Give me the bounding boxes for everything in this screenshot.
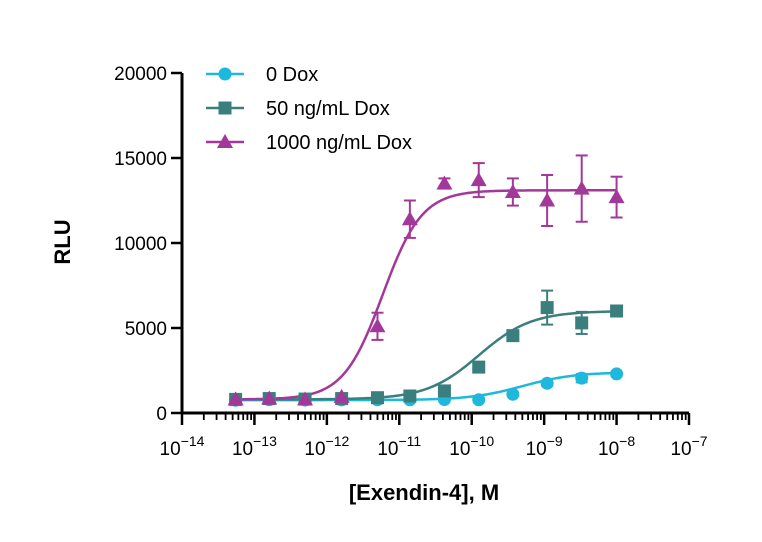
marker-triangle [504,184,521,198]
legend-label: 50 ng/mL Dox [266,98,390,120]
x-tick-label: 10−9 [526,433,563,460]
y-tick-label: 20000 [114,64,167,85]
marker-triangle [470,172,487,187]
legend: 0 Dox 50 ng/mL Dox 1000 ng/mL Dox [206,64,412,154]
marker-triangle [227,391,244,406]
legend-label: 0 Dox [266,64,318,86]
marker-square [575,316,589,330]
marker-triangle [436,175,453,190]
marker-square [540,301,554,315]
marker-circle [506,387,520,401]
y-axis-title: RLU [50,219,75,264]
axes: 0 5000 10000 15000 20000 10−14 10−13 10−12 10−11… [114,64,708,460]
marker-triangle [217,134,233,148]
y-tick-label: 5000 [125,319,167,340]
x-tick-label: 10−14 [160,433,205,460]
marker-square [437,384,451,398]
marker-square [506,329,520,343]
x-tick-label: 10−8 [598,433,635,460]
x-tick-label: 10−10 [449,433,494,460]
marker-triangle [573,180,590,195]
fit-curves [235,189,617,402]
marker-circle [610,367,624,381]
legend-label: 1000 ng/mL Dox [266,132,412,154]
marker-circle [218,67,232,81]
x-tick-label: 10−7 [670,433,707,460]
marker-square [610,304,624,318]
marker-circle [540,376,554,390]
marker-triangle [608,189,625,204]
y-tick-label: 15000 [114,149,167,170]
y-tick-label: 10000 [114,234,167,255]
y-tick-label: 0 [156,404,167,425]
fit-curve [235,310,617,401]
data-points [227,154,625,407]
marker-square [218,101,232,115]
fit-curve [235,189,617,401]
x-tick-label: 10−12 [304,433,349,460]
marker-triangle [297,391,314,406]
x-tick-label: 10−13 [232,433,277,460]
marker-triangle [539,192,556,207]
marker-square [472,360,486,374]
marker-triangle [401,211,418,226]
marker-triangle [333,388,350,403]
marker-circle [575,371,589,385]
marker-triangle [369,318,386,333]
x-axis-title: [Exendin-4], M [349,480,499,505]
marker-triangle [261,390,278,405]
marker-square [370,391,384,405]
x-tick-label: 10−11 [377,433,421,460]
marker-circle [472,393,486,407]
marker-square [403,389,417,403]
